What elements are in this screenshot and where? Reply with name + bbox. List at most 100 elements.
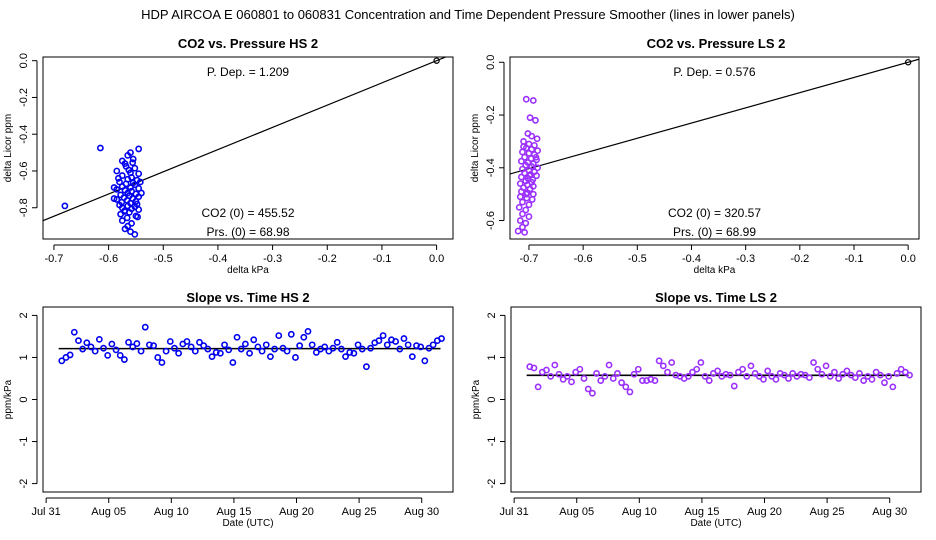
data-point [522,161,530,169]
data-point [630,370,638,378]
chart-slope-vs-time-hs: Slope vs. Time HS 2 Jul 31 Aug 05 Aug 10 Aug… [3,290,454,529]
data-point [241,340,249,348]
data-point [191,347,199,355]
y-tick-label: 0 [18,396,30,402]
x-tick-label: -0.2 [790,253,809,265]
p-dep-annotation: P. Dep. = 0.576 [673,65,756,79]
x-tick-label: 0.0 [429,253,444,265]
data-point [826,372,834,380]
x-axis-label: Date (UTC) [690,518,741,529]
data-point [127,184,134,191]
x-tick-label: -0.4 [208,253,227,265]
data-point [135,145,143,153]
data-point [525,201,533,209]
data-point [534,164,542,172]
y-tick-label: 2 [18,312,30,318]
data-point [515,203,523,211]
data-point [580,375,588,382]
data-point [333,338,341,346]
data-point [91,347,99,355]
data-point [104,351,112,359]
x-tick-label: -0.3 [736,253,755,265]
data-point [797,370,805,378]
data-point [520,143,527,151]
data-point [283,347,291,355]
y-tick-label: -1 [18,437,30,447]
data-point [568,378,575,386]
data-point [810,359,817,366]
data-point [204,345,212,353]
y-tick-label: 0.0 [485,55,497,70]
data-point [358,345,366,353]
data-point [121,225,129,233]
data-point [614,370,621,377]
data-point [618,379,625,387]
y-tick-label: -0.2 [18,88,30,107]
data-point [262,341,270,349]
data-point [543,366,550,374]
data-point [529,190,537,198]
data-point [113,167,121,175]
data-point [70,328,78,336]
data-point [225,346,233,354]
data-point [58,357,66,365]
data-point [714,367,721,375]
data-point [684,372,692,380]
plot-frame [42,56,454,240]
data-point [609,375,617,382]
data-point [100,344,107,352]
data-point [639,377,646,384]
data-point [66,351,74,359]
data-point [885,372,893,380]
data-point [835,375,842,382]
data-point [208,353,216,361]
regression-line [43,57,448,222]
data-point [532,153,540,161]
data-point [555,370,563,378]
x-axis-label: delta kPa [694,265,736,276]
x-tick-label: -0.1 [845,253,864,265]
panel-title: Slope vs. Time HS 2 [186,290,309,305]
y-tick-label: -0.6 [18,161,30,180]
data-point [519,148,526,156]
plot-frame [42,306,454,493]
data-point [200,342,208,350]
data-point [697,359,705,366]
plot-frame [510,306,922,493]
data-point [522,206,530,214]
data-point [250,336,258,344]
data-point [659,362,667,370]
data-point [814,365,822,373]
data-point [237,345,245,353]
data-point [216,349,224,357]
data-point [131,164,139,172]
data-point [154,354,162,361]
data-point [129,343,137,351]
x-tick-label: Aug 20 [279,506,314,518]
data-point [514,227,522,235]
data-point [597,377,605,384]
x-tick-label: Jul 31 [499,506,528,518]
prs-zero-annotation: Prs. (0) = 68.98 [206,225,289,239]
x-tick-label: Aug 10 [622,506,657,518]
data-point [287,330,295,338]
data-point [212,349,220,356]
data-point [292,354,299,361]
data-point [379,332,387,339]
plot-frame [509,56,920,240]
data-point [367,344,374,352]
data-point [134,213,141,221]
data-point [171,344,178,352]
data-point [135,206,143,213]
data-point [730,382,738,390]
data-point [267,353,274,361]
data-point [158,359,166,366]
data-point [121,208,128,215]
data-point [516,217,524,224]
data-point [805,374,813,382]
x-tick-label: Aug 05 [559,506,594,518]
data-point [75,337,82,345]
data-point [563,372,571,380]
data-point [521,229,529,236]
data-point [526,114,534,122]
